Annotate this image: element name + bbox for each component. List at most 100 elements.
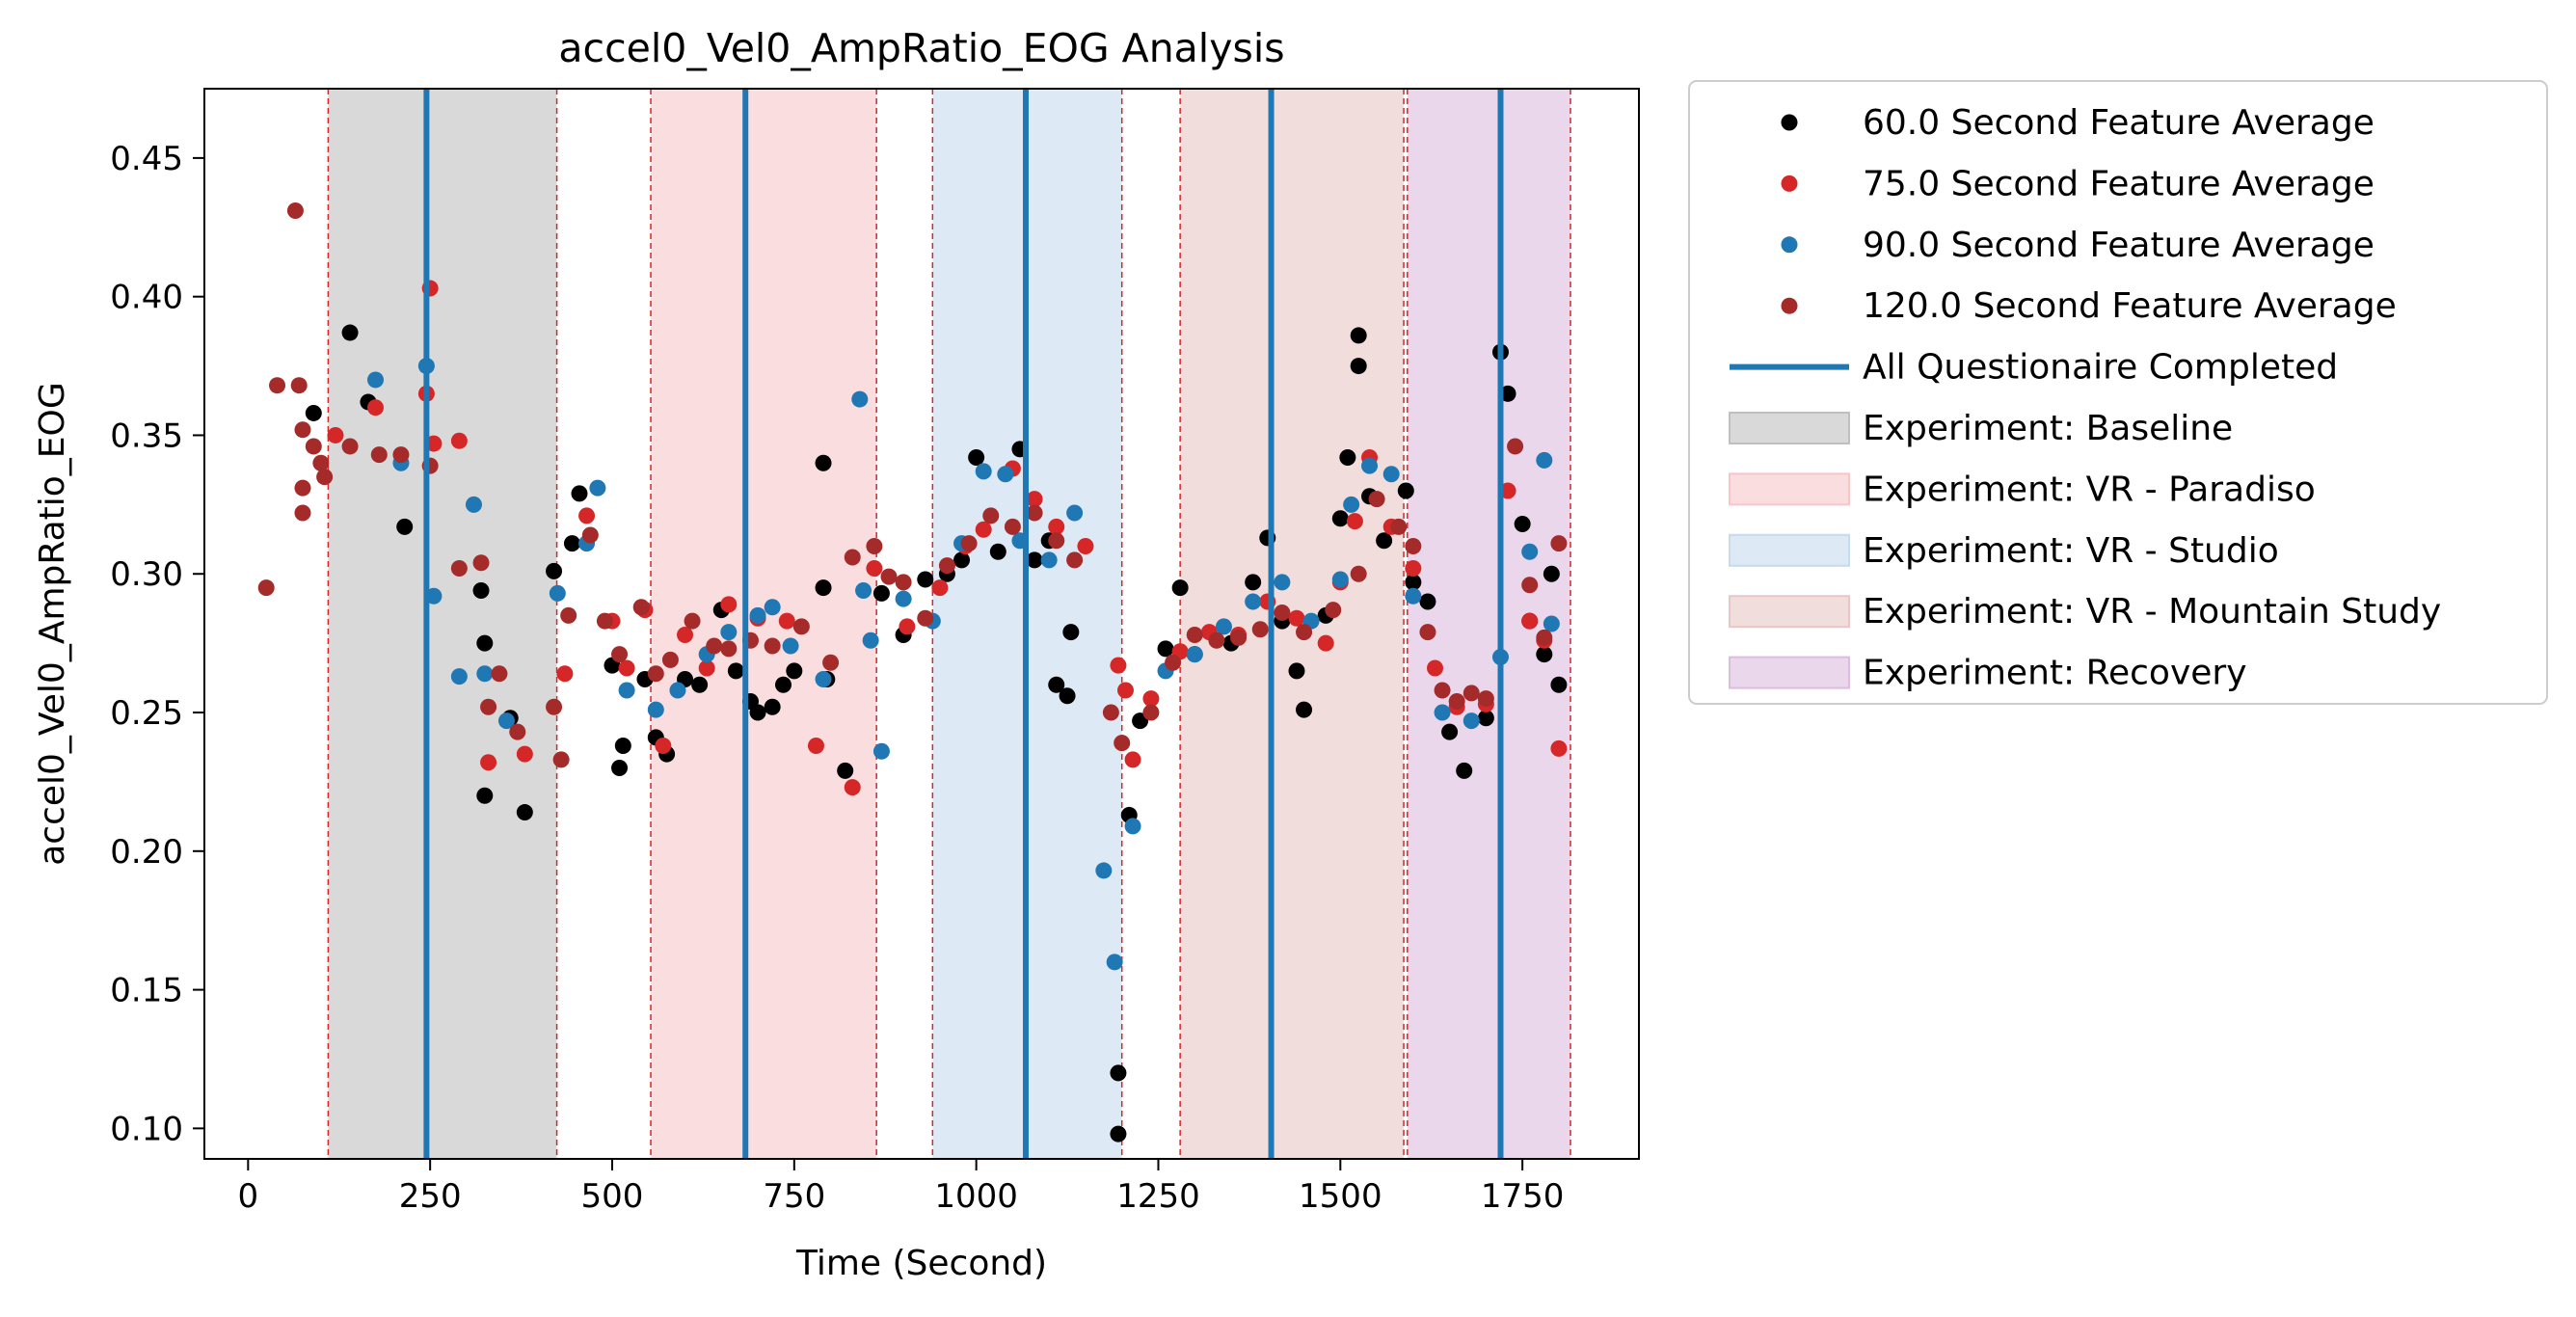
point-s2-31 — [1066, 504, 1084, 522]
point-s3-40 — [938, 557, 955, 575]
point-s2-41 — [1331, 571, 1349, 588]
point-s2-36 — [1186, 646, 1203, 663]
point-s1-25 — [975, 521, 992, 538]
point-s0-55 — [1288, 662, 1305, 680]
point-s3-9 — [316, 469, 334, 486]
point-s1-8 — [556, 665, 574, 683]
point-s1-18 — [778, 612, 795, 630]
y-tick-label-5: 0.35 — [110, 417, 183, 455]
region-0 — [328, 89, 557, 1159]
point-s0-33 — [917, 571, 934, 588]
point-s2-0 — [367, 371, 385, 389]
point-s1-6 — [480, 754, 497, 771]
point-s0-27 — [815, 579, 832, 597]
point-s0-30 — [837, 762, 854, 779]
region-4 — [1407, 89, 1570, 1159]
point-s1-39 — [1317, 634, 1334, 652]
point-s2-33 — [1106, 954, 1123, 971]
point-s3-59 — [1368, 491, 1385, 508]
point-s3-54 — [1251, 621, 1269, 638]
point-s3-35 — [844, 549, 861, 566]
point-s3-47 — [1102, 704, 1119, 721]
point-s0-25 — [774, 676, 792, 693]
point-s1-20 — [844, 779, 861, 796]
point-s1-0 — [327, 426, 344, 443]
legend-region-label-4: Experiment: Recovery — [1863, 654, 2247, 693]
x-tick-label-4: 1000 — [934, 1177, 1018, 1216]
point-s0-10 — [563, 535, 580, 552]
point-s3-64 — [1448, 693, 1465, 711]
point-s3-25 — [632, 599, 650, 616]
point-s0-37 — [989, 543, 1006, 560]
point-s3-52 — [1208, 632, 1225, 649]
legend-label-3: 120.0 Second Feature Average — [1863, 286, 2397, 326]
point-s2-4 — [450, 668, 468, 685]
point-s3-24 — [611, 646, 629, 663]
point-s2-51 — [1543, 615, 1560, 632]
point-s0-9 — [546, 562, 563, 579]
point-s3-12 — [392, 446, 410, 464]
point-s3-50 — [1165, 654, 1182, 671]
point-s0-66 — [1419, 593, 1436, 610]
point-s1-13 — [655, 738, 672, 755]
point-s0-43 — [1062, 624, 1080, 641]
point-s3-43 — [1004, 518, 1021, 535]
point-s2-24 — [895, 590, 912, 607]
point-s2-49 — [1521, 543, 1539, 560]
point-s2-15 — [720, 624, 738, 641]
point-s3-15 — [472, 554, 490, 572]
point-s0-44 — [1110, 1064, 1127, 1082]
point-s1-27 — [1026, 491, 1043, 508]
plot-area-frame — [203, 88, 1640, 1160]
point-s0-1 — [341, 324, 359, 341]
point-s3-16 — [480, 698, 497, 715]
x-tick-label-2: 500 — [581, 1177, 644, 1216]
y-tick-label-6: 0.40 — [110, 279, 183, 317]
point-s2-50 — [1536, 451, 1553, 469]
point-s0-72 — [1514, 515, 1531, 532]
legend-patch-3 — [1729, 595, 1850, 629]
point-s0-75 — [1543, 565, 1560, 582]
point-s0-24 — [764, 698, 781, 715]
x-tick-label-1: 250 — [399, 1177, 462, 1216]
y-tick-label-1: 0.15 — [110, 972, 183, 1010]
point-s0-76 — [1550, 676, 1568, 693]
point-s1-7 — [516, 745, 533, 763]
point-s0-3 — [396, 518, 414, 535]
point-s3-5 — [294, 479, 311, 497]
point-s3-19 — [546, 698, 563, 715]
point-s3-18 — [509, 723, 526, 740]
experiment-regions — [327, 89, 1571, 1159]
point-s3-42 — [982, 507, 1000, 524]
point-s0-28 — [815, 454, 832, 471]
point-s1-4 — [425, 435, 443, 452]
point-s3-46 — [1066, 551, 1084, 569]
point-s3-57 — [1325, 602, 1342, 619]
point-s2-39 — [1274, 574, 1291, 591]
point-s2-47 — [1462, 712, 1480, 730]
point-s2-23 — [872, 742, 890, 760]
point-s1-5 — [450, 432, 468, 449]
point-s3-44 — [1026, 504, 1043, 522]
point-s0-74 — [1536, 646, 1553, 663]
y-tick-label-0: 0.10 — [110, 1110, 183, 1148]
point-s0-63 — [1376, 532, 1393, 550]
point-s3-51 — [1186, 627, 1203, 644]
point-s0-61 — [1350, 358, 1367, 375]
point-s1-29 — [1077, 537, 1094, 554]
point-s3-68 — [1521, 577, 1539, 594]
point-s1-21 — [866, 559, 883, 577]
point-s1-41 — [1346, 513, 1363, 530]
point-s0-42 — [1059, 687, 1076, 705]
point-s3-34 — [822, 654, 840, 671]
point-s3-29 — [706, 637, 723, 655]
point-s0-0 — [305, 404, 322, 421]
legend-label-1: 75.0 Second Feature Average — [1863, 164, 2375, 203]
point-s0-11 — [571, 485, 588, 502]
x-tick-label-0: 0 — [237, 1177, 258, 1216]
point-s1-45 — [1427, 659, 1444, 677]
point-s2-30 — [1040, 551, 1058, 569]
point-s3-38 — [895, 574, 912, 591]
point-s2-11 — [618, 682, 635, 699]
